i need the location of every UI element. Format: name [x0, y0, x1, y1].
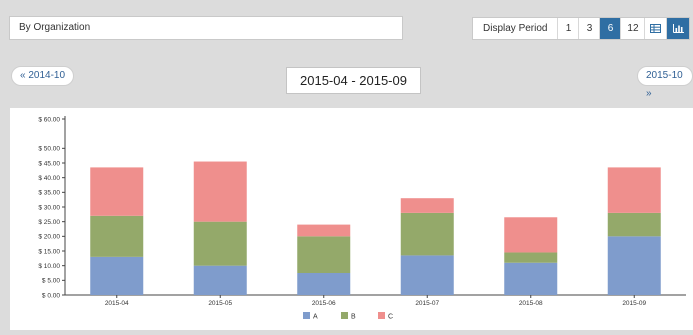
y-tick-label: $ 20.00 [38, 234, 60, 241]
bar-segment-c [90, 167, 144, 216]
legend-swatch-c [378, 312, 385, 319]
x-tick-label: 2015-07 [415, 300, 439, 307]
bar-segment-c [504, 217, 558, 253]
legend-swatch-b [341, 312, 348, 319]
bar-segment-b [90, 215, 144, 257]
bar-chart-icon [672, 24, 684, 33]
y-tick-label: $ 60.00 [38, 116, 60, 123]
chart-panel: $ 0.00 $ 5.00 $ 10.00 $ 15.00 $ 20.00 $ 25.00… [10, 108, 693, 330]
bar-segment-b [504, 252, 558, 263]
y-tick-label: $ 15.00 [38, 248, 60, 255]
y-tick-label: $ 50.00 [38, 146, 60, 153]
bar-segment-a [193, 265, 247, 295]
y-tick-label: $ 45.00 [38, 160, 60, 167]
legend-label-a: A [313, 314, 318, 321]
bar-segment-b [400, 212, 454, 256]
y-tick-label: $ 10.00 [38, 263, 60, 270]
y-tick-label: $ 5.00 [42, 278, 60, 285]
legend-label-c: C [388, 314, 393, 321]
period-3-button[interactable]: 3 [579, 18, 601, 39]
y-tick-label: $ 40.00 [38, 175, 60, 182]
table-view-button[interactable] [645, 18, 668, 39]
bar-segment-a [400, 255, 454, 295]
previous-period-button[interactable]: « 2014-10 [11, 66, 75, 86]
display-period-group: Display Period 1 3 6 12 [472, 17, 691, 40]
period-12-button[interactable]: 12 [621, 18, 646, 39]
y-tick-label: $ 0.00 [42, 292, 60, 299]
y-tick-label: $ 25.00 [38, 219, 60, 226]
bar-segment-c [297, 224, 351, 237]
bar-segment-c [400, 198, 454, 213]
bar-segment-c [193, 161, 247, 222]
period-6-button[interactable]: 6 [600, 18, 622, 39]
x-tick-label: 2015-04 [105, 300, 129, 307]
x-tick-label: 2015-09 [622, 300, 646, 307]
table-icon [650, 24, 662, 33]
x-tick-label: 2015-08 [519, 300, 543, 307]
bar-segment-b [607, 212, 661, 237]
stacked-bar-chart: $ 0.00 $ 5.00 $ 10.00 $ 15.00 $ 20.00 $ 25.00… [38, 116, 686, 321]
date-range-title: 2015-04 - 2015-09 [286, 67, 421, 94]
organization-select[interactable]: By Organization [9, 16, 403, 40]
bar-segment-b [193, 221, 247, 266]
bar-segment-b [297, 236, 351, 273]
bar-segment-a [297, 273, 351, 295]
period-1-button[interactable]: 1 [558, 18, 580, 39]
chart-view-button[interactable] [667, 18, 690, 39]
bar-segment-a [504, 262, 558, 295]
bar-segment-c [607, 167, 661, 213]
x-tick-label: 2015-05 [208, 300, 232, 307]
display-period-label: Display Period [473, 18, 559, 39]
y-tick-label: $ 30.00 [38, 204, 60, 211]
legend-label-b: B [351, 314, 356, 321]
legend-swatch-a [303, 312, 310, 319]
bar-segment-a [90, 256, 144, 295]
next-period-button[interactable]: 2015-10 » [637, 66, 693, 99]
y-tick-label: $ 35.00 [38, 190, 60, 197]
x-tick-label: 2015-06 [312, 300, 336, 307]
bar-segment-a [607, 236, 661, 295]
